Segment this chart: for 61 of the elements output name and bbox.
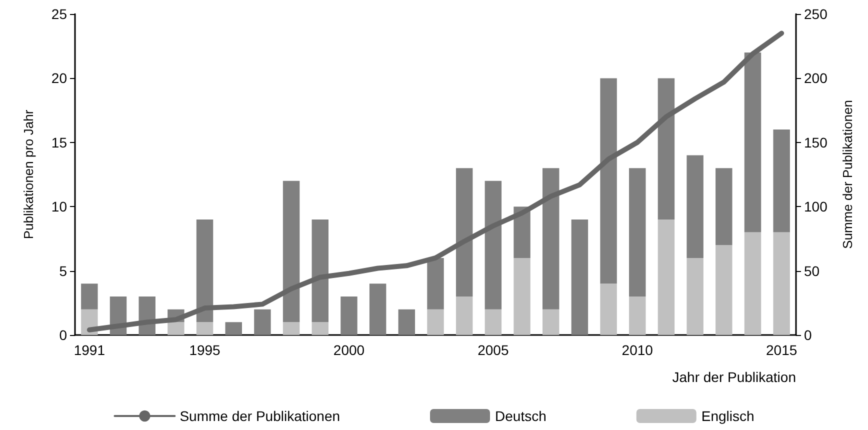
bar [600,284,617,335]
bar [196,322,214,335]
bar [600,78,617,284]
x-tick-label: 1991 [74,342,106,358]
y2-tick-label: 150 [804,134,828,150]
y2-tick-label: 100 [804,198,828,215]
y2-tick-label: 0 [804,327,812,343]
x-axis-title: Jahr der Publikation [672,369,796,385]
bar [456,168,473,296]
bar [571,219,588,335]
y-tick-label: 15 [51,134,68,150]
bar [744,52,762,232]
bar [282,322,300,335]
bar [686,155,704,258]
bar [716,245,732,335]
bar [254,309,271,335]
bar [542,309,560,335]
y-tick-label: 20 [51,70,68,86]
x-tick-label: 2005 [478,342,509,358]
bar [716,168,732,246]
bar [456,296,473,335]
bar [629,168,646,296]
bar [629,296,646,335]
bar [312,219,329,322]
bar [81,284,98,310]
legend-label: Deutsch [495,408,546,424]
legend-label: Englisch [701,408,754,424]
bar [427,309,444,335]
bar [514,258,530,335]
bar [398,309,416,335]
y-tick-label: 10 [51,198,68,215]
y-tick-label: 5 [59,262,68,279]
bar [658,78,675,220]
x-tick-label: 2000 [333,342,365,358]
bar [773,130,790,232]
y-axis-title: Publikationen pro Jahr [21,109,36,240]
bar [773,232,790,335]
bar [369,284,386,335]
bar [196,219,214,322]
bar [340,296,358,335]
legend-label: Summe der Publikationen [180,408,340,424]
bar [484,309,502,335]
y2-tick-label: 200 [804,70,828,86]
y2-tick-label: 250 [804,6,828,22]
bar [484,180,502,310]
x-tick-label: 1995 [189,342,221,358]
bar [312,322,329,335]
bar [542,168,560,310]
bar [744,232,762,335]
bar [225,322,242,335]
bar [427,258,444,310]
bar [168,322,184,335]
y-tick-label: 25 [51,6,68,22]
x-tick-label: 2015 [766,342,798,358]
y-tick-label: 0 [59,327,68,343]
y2-tick-label: 50 [804,262,820,279]
x-tick-label: 2010 [622,342,654,358]
bar [658,219,675,335]
y2-axis-title: Summe der Publikationen [840,100,855,249]
bar [282,180,300,322]
bar [686,258,704,335]
